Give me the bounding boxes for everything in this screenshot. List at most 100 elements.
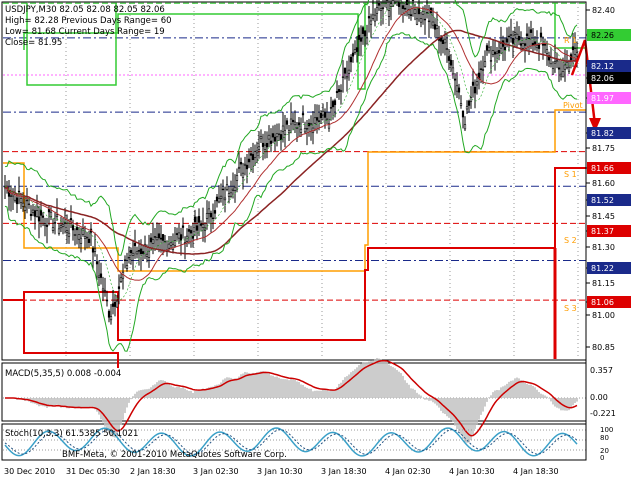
candle-body[interactable] bbox=[340, 91, 342, 92]
candle-body[interactable] bbox=[488, 47, 490, 51]
candle-body[interactable] bbox=[558, 68, 560, 69]
candle-body[interactable] bbox=[60, 226, 62, 228]
candle-body[interactable] bbox=[150, 238, 152, 242]
candle-body[interactable] bbox=[116, 301, 118, 307]
candle-body[interactable] bbox=[66, 230, 68, 232]
candle-body[interactable] bbox=[216, 197, 218, 201]
candle-body[interactable] bbox=[100, 274, 102, 278]
candle-body[interactable] bbox=[124, 260, 126, 261]
candle-body[interactable] bbox=[72, 225, 74, 230]
candle-body[interactable] bbox=[192, 236, 194, 238]
candle-body[interactable] bbox=[82, 228, 84, 234]
candle-body[interactable] bbox=[28, 204, 30, 205]
candle-body[interactable] bbox=[132, 253, 134, 255]
candle-body[interactable] bbox=[454, 79, 456, 80]
candle-body[interactable] bbox=[250, 154, 252, 156]
candle-body[interactable] bbox=[552, 69, 554, 75]
candle-body[interactable] bbox=[64, 223, 66, 224]
candle-body[interactable] bbox=[506, 39, 508, 42]
candle-body[interactable] bbox=[280, 134, 282, 139]
candle-body[interactable] bbox=[258, 147, 260, 150]
candle-body[interactable] bbox=[62, 224, 64, 226]
candle-body[interactable] bbox=[70, 218, 72, 219]
candle-body[interactable] bbox=[254, 152, 256, 158]
candle-body[interactable] bbox=[390, 4, 392, 7]
candle-body[interactable] bbox=[50, 212, 52, 217]
candle-body[interactable] bbox=[262, 143, 264, 146]
candle-body[interactable] bbox=[422, 11, 424, 14]
candle-body[interactable] bbox=[156, 237, 158, 240]
candle-body[interactable] bbox=[528, 38, 530, 39]
candle-body[interactable] bbox=[508, 36, 510, 37]
candle-body[interactable] bbox=[92, 248, 94, 252]
candle-body[interactable] bbox=[98, 276, 100, 277]
candle-body[interactable] bbox=[138, 250, 140, 251]
candle-body[interactable] bbox=[172, 244, 174, 249]
candle-body[interactable] bbox=[274, 137, 276, 141]
candle-body[interactable] bbox=[346, 76, 348, 77]
candle-body[interactable] bbox=[412, 0, 414, 1]
candle-body[interactable] bbox=[120, 278, 122, 282]
candle-body[interactable] bbox=[288, 130, 290, 133]
candle-body[interactable] bbox=[24, 207, 26, 211]
candle-body[interactable] bbox=[414, 9, 416, 13]
candle-body[interactable] bbox=[152, 240, 154, 244]
candle-body[interactable] bbox=[256, 151, 258, 153]
candle-body[interactable] bbox=[46, 225, 48, 226]
candle-body[interactable] bbox=[350, 57, 352, 62]
candle-body[interactable] bbox=[354, 50, 356, 53]
candle-body[interactable] bbox=[512, 38, 514, 43]
candle-body[interactable] bbox=[118, 287, 120, 289]
candle-body[interactable] bbox=[406, 0, 408, 5]
candle-body[interactable] bbox=[16, 198, 18, 204]
candle-body[interactable] bbox=[58, 229, 60, 233]
candle-body[interactable] bbox=[252, 154, 254, 159]
candle-body[interactable] bbox=[244, 164, 246, 165]
candle-body[interactable] bbox=[68, 233, 70, 236]
candle-body[interactable] bbox=[160, 238, 162, 239]
candle-body[interactable] bbox=[344, 68, 346, 73]
candle-body[interactable] bbox=[188, 229, 190, 231]
candle-body[interactable] bbox=[18, 191, 20, 192]
candle-body[interactable] bbox=[358, 35, 360, 39]
candle-body[interactable] bbox=[480, 69, 482, 70]
candle-body[interactable] bbox=[320, 113, 322, 118]
candle-body[interactable] bbox=[516, 34, 518, 38]
candle-body[interactable] bbox=[284, 130, 286, 134]
candle-body[interactable] bbox=[110, 317, 112, 320]
candle-body[interactable] bbox=[556, 60, 558, 61]
candle-body[interactable] bbox=[434, 25, 436, 30]
candle-body[interactable] bbox=[196, 226, 198, 231]
candle-body[interactable] bbox=[210, 213, 212, 217]
candle-body[interactable] bbox=[460, 104, 462, 106]
candle-body[interactable] bbox=[362, 28, 364, 34]
candle-body[interactable] bbox=[298, 123, 300, 125]
candle-body[interactable] bbox=[448, 56, 450, 60]
candle-body[interactable] bbox=[534, 42, 536, 44]
candle-body[interactable] bbox=[474, 87, 476, 93]
candle-body[interactable] bbox=[532, 43, 534, 45]
candle-body[interactable] bbox=[432, 22, 434, 25]
candle-body[interactable] bbox=[84, 236, 86, 238]
candle-body[interactable] bbox=[476, 82, 478, 85]
candle-body[interactable] bbox=[218, 198, 220, 202]
candle-body[interactable] bbox=[228, 193, 230, 196]
candle-body[interactable] bbox=[234, 187, 236, 191]
candle-body[interactable] bbox=[128, 257, 130, 258]
candle-body[interactable] bbox=[464, 125, 466, 129]
candle-body[interactable] bbox=[226, 185, 228, 190]
candle-body[interactable] bbox=[292, 120, 294, 121]
candle-body[interactable] bbox=[264, 145, 266, 150]
candle-body[interactable] bbox=[496, 52, 498, 54]
candle-body[interactable] bbox=[94, 249, 96, 251]
candle-body[interactable] bbox=[568, 67, 570, 71]
candle-body[interactable] bbox=[54, 223, 56, 224]
candle-body[interactable] bbox=[524, 44, 526, 46]
candle-body[interactable] bbox=[306, 128, 308, 129]
candle-body[interactable] bbox=[168, 244, 170, 248]
candle-body[interactable] bbox=[212, 218, 214, 219]
candle-body[interactable] bbox=[370, 21, 372, 24]
candle-body[interactable] bbox=[382, 8, 384, 9]
candle-body[interactable] bbox=[44, 224, 46, 226]
candle-body[interactable] bbox=[472, 82, 474, 85]
